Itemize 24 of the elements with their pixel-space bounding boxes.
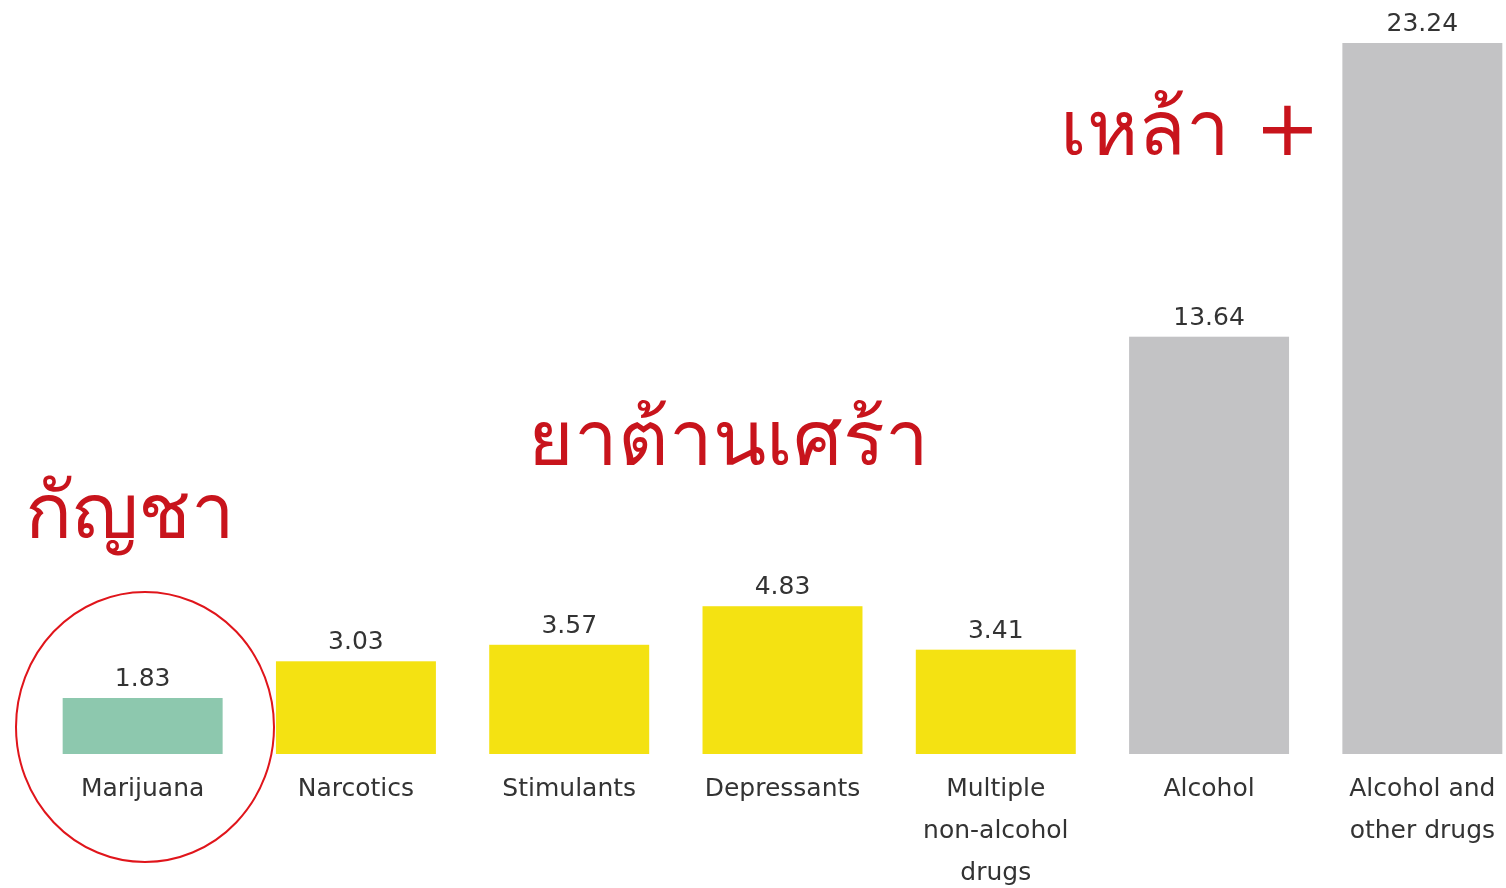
x-tick-label: Multiple non-alcohol drugs (923, 773, 1069, 886)
data-label: 3.57 (541, 609, 598, 639)
bar (62, 698, 223, 754)
annotation: กัญชา (25, 466, 235, 556)
data-label: 4.83 (754, 571, 811, 601)
bar (1129, 336, 1290, 754)
data-label: 13.64 (1173, 301, 1245, 331)
bar (702, 606, 863, 754)
bar (489, 644, 650, 754)
x-tick-label: Alcohol (1163, 773, 1255, 802)
x-tick-label: Marijuana (80, 773, 205, 802)
bar (915, 649, 1076, 754)
data-label: 1.83 (114, 663, 171, 693)
data-label: 23.24 (1386, 8, 1459, 37)
annotation: ยาต้านเศร้า (527, 393, 929, 483)
bar (275, 661, 436, 754)
data-label: 3.41 (967, 614, 1024, 644)
x-tick-label: Depressants (704, 773, 861, 802)
data-label: 3.03 (328, 626, 384, 656)
bar (1342, 43, 1503, 754)
x-tick-label: Stimulants (502, 773, 637, 802)
annotation: เหล้า + (1059, 83, 1321, 173)
x-tick-label: Narcotics (297, 773, 415, 802)
x-tick-label: Alcohol and other drugs (1349, 773, 1496, 844)
